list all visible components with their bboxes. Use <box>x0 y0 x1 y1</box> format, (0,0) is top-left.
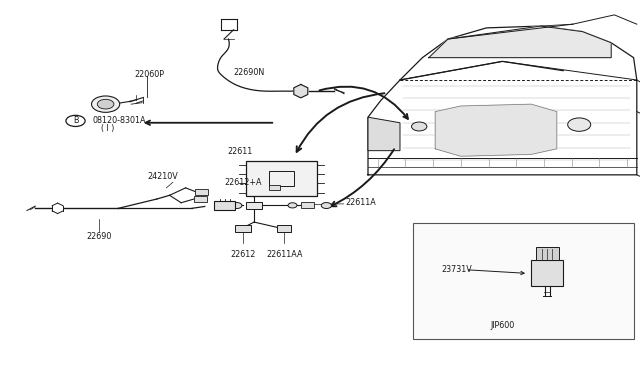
Circle shape <box>568 118 591 131</box>
Text: 22060P: 22060P <box>134 70 164 79</box>
Text: 22612: 22612 <box>230 250 256 259</box>
Bar <box>277 225 291 232</box>
Bar <box>269 171 294 186</box>
Bar <box>301 202 314 208</box>
Text: 08120-8301A: 08120-8301A <box>93 116 147 125</box>
Circle shape <box>288 203 297 208</box>
Text: 24210V: 24210V <box>148 172 179 181</box>
Bar <box>195 189 208 195</box>
Circle shape <box>92 96 120 112</box>
Bar <box>269 185 280 190</box>
Bar <box>536 247 559 260</box>
Text: ( I ): ( I ) <box>101 124 115 133</box>
Polygon shape <box>429 26 611 58</box>
Text: JIP600: JIP600 <box>490 321 515 330</box>
Circle shape <box>232 202 242 208</box>
Circle shape <box>97 99 114 109</box>
Bar <box>235 225 251 232</box>
Bar <box>194 196 207 202</box>
Bar <box>214 201 235 210</box>
Text: 22690: 22690 <box>86 232 112 241</box>
Text: 22611AA: 22611AA <box>266 250 303 259</box>
Text: 23731V: 23731V <box>442 265 472 274</box>
Polygon shape <box>368 117 400 151</box>
Text: 22611A: 22611A <box>346 198 376 207</box>
Text: 22612+A: 22612+A <box>224 178 262 187</box>
Bar <box>413 223 634 339</box>
Polygon shape <box>435 104 557 156</box>
Text: B: B <box>73 116 78 125</box>
Text: 22690N: 22690N <box>234 68 265 77</box>
Bar <box>246 202 262 209</box>
Bar <box>531 260 563 286</box>
Circle shape <box>321 202 332 208</box>
Text: 22611: 22611 <box>227 147 252 156</box>
Bar <box>246 161 317 196</box>
Polygon shape <box>294 84 308 98</box>
Circle shape <box>412 122 427 131</box>
